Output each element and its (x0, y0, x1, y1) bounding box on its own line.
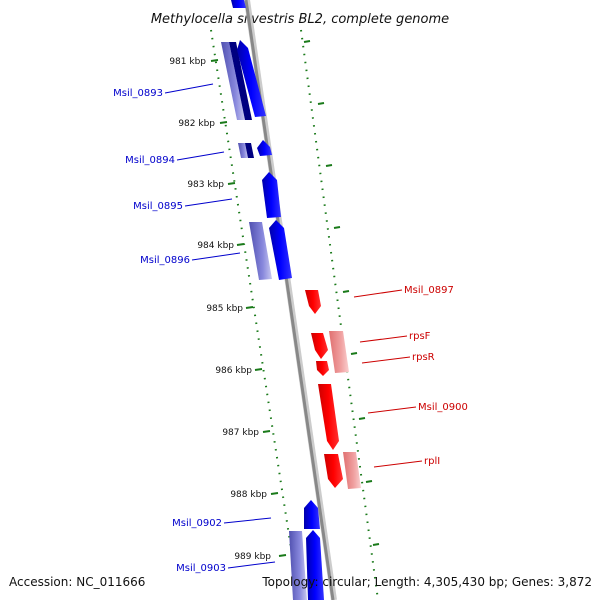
tick-label: 983 kbp (187, 180, 224, 190)
gene-arrow (257, 140, 272, 156)
tick-kbp-989: 989 kbp (234, 552, 287, 562)
gene-label: Msil_0903 (176, 563, 226, 574)
tick-kbp-981: 981 kbp (169, 57, 219, 67)
gene-label: Msil_0896 (140, 255, 190, 266)
outer-ruler-ticks (303, 40, 380, 546)
tick-kbp-986: 986 kbp (215, 366, 263, 376)
gene-cds-block (249, 222, 272, 280)
gene-msil-0902[interactable]: Msil_0902 (172, 500, 320, 529)
page-title: Methylocella silvestris BL2, complete ge… (151, 12, 449, 27)
gene-leader-line (223, 517, 272, 524)
gene-leader-line (191, 252, 241, 261)
gene-msil-0896[interactable]: Msil_0896 (140, 220, 292, 280)
gene-arrow (269, 220, 292, 280)
gene-cds-block (329, 331, 349, 373)
gene-label: Msil_0902 (172, 518, 222, 529)
gene-cds-block (229, 42, 252, 120)
gene-label: Msil_0895 (133, 201, 183, 212)
gene-msil-0900[interactable]: Msil_0900 (318, 384, 468, 450)
gene-arrow (304, 500, 320, 529)
topology-text: Topology: circular; Length: 4,305,430 bp… (261, 575, 592, 589)
gene-cds-block (238, 143, 248, 158)
gene-cds-block (221, 42, 245, 120)
gene-arrow (324, 454, 343, 488)
gene-rpsf[interactable]: rpsF (311, 331, 431, 373)
gene-msil-0894[interactable]: Msil_0894 (125, 140, 272, 166)
gene-label: Msil_0900 (418, 402, 468, 413)
tick-label: 981 kbp (169, 57, 206, 67)
gene-msil-0897[interactable]: Msil_0897 (305, 285, 454, 314)
gene-msil-0893[interactable]: Msil_0893 (113, 40, 266, 120)
gene-leader-line (359, 335, 408, 343)
gene-label: Msil_0897 (404, 285, 454, 296)
tick-label: 989 kbp (234, 552, 271, 562)
gene-arrow (237, 40, 266, 117)
gene-leader-line (373, 460, 423, 468)
gene-label: Msil_0894 (125, 155, 175, 166)
gene-leader-line (227, 561, 276, 569)
gene-leader-line (367, 406, 417, 414)
tick-kbp-982: 982 kbp (178, 119, 228, 129)
gene-cds-block (343, 452, 361, 489)
tick-label: 982 kbp (178, 119, 215, 129)
tick-label: 986 kbp (215, 366, 252, 376)
gene-label: rpsF (409, 331, 431, 342)
gene-cds-block (289, 531, 307, 600)
gene-arrow (311, 333, 328, 359)
tick-kbp-985: 985 kbp (206, 304, 254, 314)
gene-leader-line (184, 198, 233, 207)
gene-rpsr[interactable]: rpsR (316, 352, 435, 376)
gene-leader-line (361, 356, 411, 364)
gene-cds-block (245, 143, 254, 158)
tick-label: 984 kbp (197, 241, 234, 251)
gene-label: rpsR (412, 352, 435, 363)
gene-leader-line (164, 83, 214, 94)
tick-kbp-987: 987 kbp (222, 428, 271, 438)
accession-text: Accession: NC_011666 (9, 575, 145, 589)
gene-msil-0895[interactable]: Msil_0895 (133, 172, 281, 218)
gene-label: Msil_0893 (113, 88, 163, 99)
gene-label: rplI (424, 456, 440, 467)
tick-kbp-988: 988 kbp (230, 490, 279, 500)
gene-arrow (305, 290, 321, 314)
gene-rpli[interactable]: rplI (324, 452, 440, 489)
gene-arrow (306, 530, 324, 600)
gene-arrow (262, 172, 281, 218)
gene-leader-line (353, 289, 403, 298)
tick-kbp-983: 983 kbp (187, 180, 236, 190)
tick-label: 985 kbp (206, 304, 243, 314)
tick-label: 988 kbp (230, 490, 267, 500)
gene-arrow (316, 361, 329, 376)
gene-arrow-top-partial (231, 0, 246, 8)
gene-leader-line (176, 151, 225, 161)
tick-label: 987 kbp (222, 428, 259, 438)
tick-kbp-984: 984 kbp (197, 241, 245, 251)
gene-arrow (318, 384, 339, 450)
inner-track-boundary (210, 29, 300, 600)
gene-msil-0903[interactable]: Msil_0903 (176, 530, 324, 600)
